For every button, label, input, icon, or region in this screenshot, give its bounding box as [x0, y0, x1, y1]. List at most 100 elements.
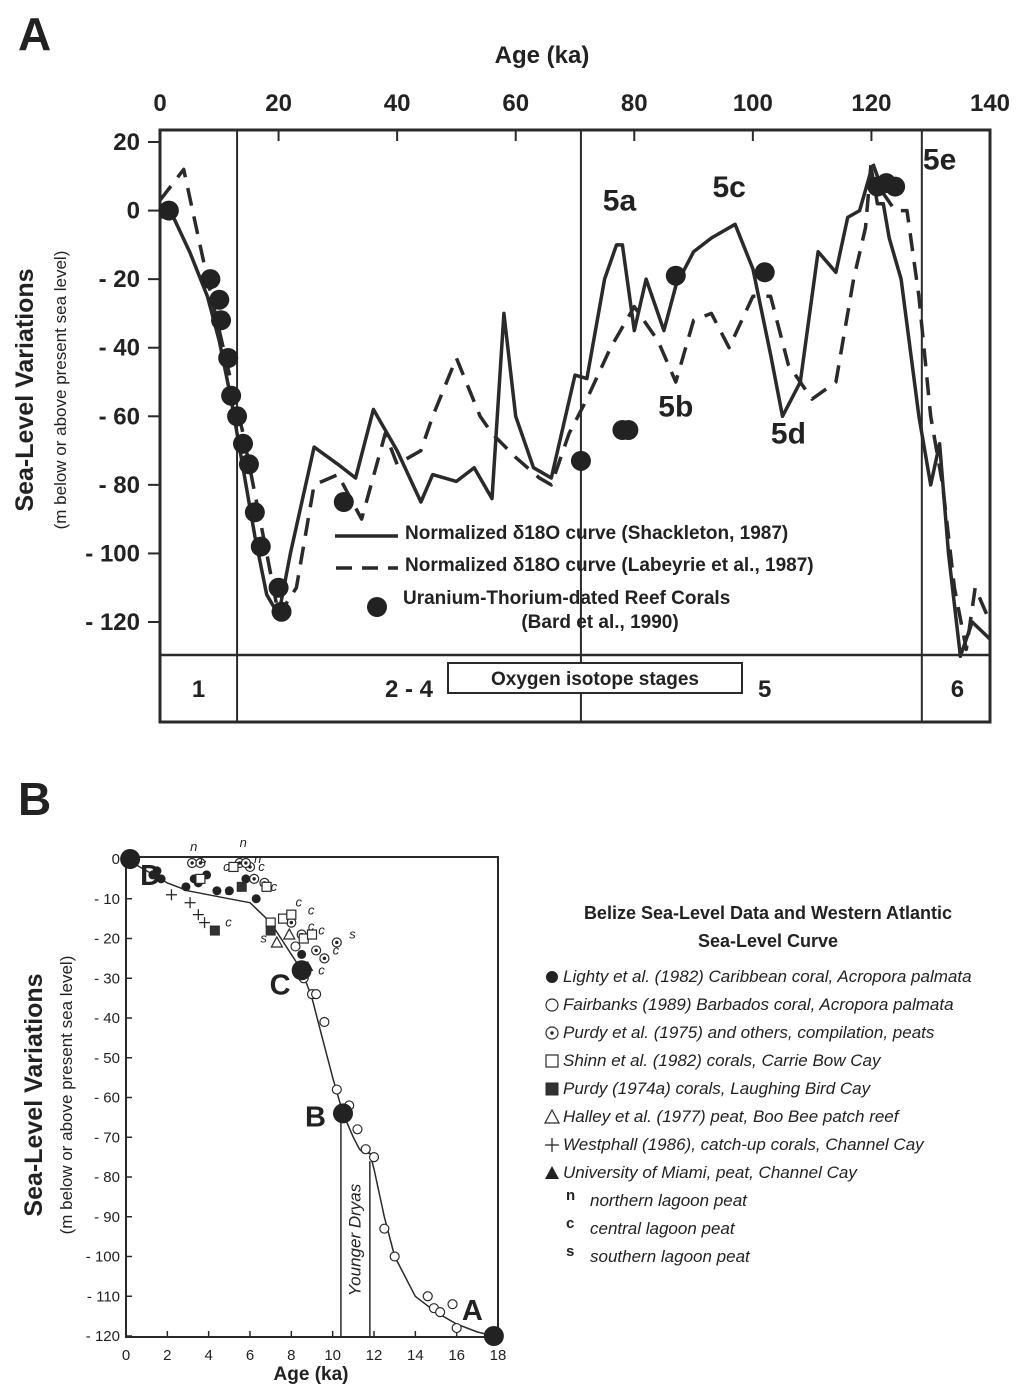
panel-a-x-axis-label: Age (ka) — [495, 42, 590, 69]
stage-title: Oxygen isotope stages — [491, 669, 699, 690]
legend-shackleton: Normalized δ18O curve (Shackleton, 1987) — [405, 523, 788, 544]
y-tick-label: - 40 — [94, 1010, 120, 1027]
legend-dotted-circle-symbol-dot — [550, 1031, 554, 1035]
x-tick-label: 100 — [733, 90, 773, 117]
reference-point-label: C — [270, 969, 291, 1001]
filled-circle-data-point — [152, 866, 162, 876]
y-tick-label: - 50 — [94, 1050, 120, 1067]
substage-label: 5a — [603, 185, 637, 218]
dotted-circle-data-point-dot — [237, 861, 242, 865]
dotted-circle-data-point — [249, 873, 260, 884]
open-circle-data-point — [311, 989, 322, 1000]
panel-a-stage-labels: 1 2 - 4 5 6 — [192, 676, 964, 703]
substage-label: 5e — [923, 143, 956, 176]
open-circle-data-point — [360, 1144, 371, 1155]
lagoon-peat-letter: n — [190, 839, 197, 854]
x-tick-label: 0 — [153, 90, 166, 117]
coral-data-point — [200, 269, 221, 290]
open-square-data-point — [298, 933, 309, 944]
lagoon-peat-letter: c — [225, 915, 232, 930]
panel-a-y-axis-label: Sea-Level Variations — [11, 268, 39, 511]
y-tick-label: - 60 — [99, 403, 140, 430]
panel-a-y-axis-sublabel: (m below or above present sea level) — [51, 251, 70, 530]
open-square-data-point — [195, 873, 206, 884]
y-tick-label: 0 — [127, 198, 140, 225]
lagoon-peat-letter: c — [295, 895, 302, 910]
sea-level-curve — [125, 858, 495, 1337]
dotted-circle-data-point-dot — [322, 956, 327, 961]
panel-b-legend: Lighty et al. (1982) Caribbean coral, Ac… — [543, 967, 972, 1266]
x-tick-label: 20 — [265, 90, 292, 117]
filled-circle-data-point — [297, 949, 307, 959]
legend-labeyrie: Normalized δ18O curve (Labeyrie et al., … — [405, 555, 814, 576]
filled-circle-data-point — [212, 886, 222, 896]
legend-entry: University of Miami, peat, Channel Cay — [563, 1163, 858, 1182]
legend-filled-square-symbol — [545, 1082, 559, 1096]
open-square-data-point — [228, 861, 239, 873]
lagoon-peat-letter: n — [240, 835, 247, 850]
reference-point — [483, 1326, 504, 1346]
legend-filled-triangle-symbol — [545, 1166, 559, 1179]
isotope-stage-label: 2 - 4 — [385, 676, 434, 703]
legend-letter-symbol: n — [566, 1187, 575, 1204]
panel-b-x-axis-label: Age (ka) — [274, 1364, 349, 1385]
younger-dryas-label: Younger Dryas — [345, 1183, 364, 1296]
coral-data-point — [238, 454, 259, 475]
legend-plus-symbol — [545, 1138, 559, 1152]
isotope-stage-label: 5 — [758, 676, 771, 703]
dotted-circle-data-point-dot — [252, 877, 256, 881]
coral-data-point — [570, 450, 591, 471]
legend-entry: Purdy (1974a) corals, Laughing Bird Cay — [563, 1079, 872, 1098]
y-tick-label: 20 — [113, 129, 140, 156]
substage-label: 5b — [658, 390, 693, 423]
y-tick-label: - 100 — [86, 1249, 120, 1266]
filled-circle-data-point — [251, 894, 261, 904]
panel-b-y-axis-label: Sea-Level Variations — [20, 973, 48, 1216]
panel-a-frame — [158, 128, 992, 724]
y-tick-label: - 110 — [87, 1288, 120, 1305]
lagoon-peat-letter: c — [308, 919, 315, 934]
x-tick-label: 18 — [490, 1347, 507, 1364]
panel-a-x-ticks: 0 20 40 60 80 100 120 140 — [153, 90, 1010, 141]
y-tick-label: - 120 — [86, 1328, 120, 1345]
y-tick-label: - 40 — [99, 335, 140, 362]
x-tick-label: 16 — [448, 1347, 465, 1364]
y-tick-label: - 120 — [85, 609, 140, 636]
coral-data-point — [211, 310, 232, 331]
lagoon-peat-letter: c — [333, 942, 340, 957]
open-circle-data-point — [319, 1016, 330, 1028]
panel-b-reference-points: D C B A — [120, 849, 504, 1346]
x-tick-label: 14 — [407, 1347, 424, 1364]
reference-point — [120, 849, 141, 869]
panel-a-stage-boundaries — [236, 130, 923, 722]
panel-a-label: A — [18, 8, 51, 60]
panel-b-title-line2: Sea-Level Curve — [698, 931, 838, 951]
x-tick-label: 8 — [287, 1347, 295, 1364]
legend-open-triangle-symbol — [543, 1108, 561, 1124]
dotted-circle-data-point — [240, 857, 251, 869]
panel-a-legend: Normalized δ18O curve (Shackleton, 1987)… — [335, 523, 814, 633]
isotope-stage-label: 1 — [192, 676, 205, 703]
labeyrie-curve — [158, 157, 992, 652]
legend-entry: northern lagoon peat — [590, 1191, 748, 1210]
lagoon-peat-letter: c — [258, 859, 265, 874]
lagoon-peat-letter: s — [225, 883, 232, 898]
coral-data-point — [233, 433, 253, 454]
plus-data-point — [165, 889, 177, 901]
lagoon-peat-letter: s — [349, 927, 356, 942]
lagoon-peat-letter: c — [271, 879, 278, 894]
legend-open-square-symbol — [545, 1054, 559, 1068]
y-tick-label: - 20 — [94, 931, 120, 948]
panel-a-annotations: 5a 5c 5b 5d 5e — [603, 143, 957, 450]
dotted-circle-data-point-dot — [198, 861, 203, 865]
lagoon-peat-letter: c — [200, 851, 207, 866]
reference-point-label: A — [462, 1295, 483, 1327]
open-circle-data-point — [331, 1084, 342, 1095]
panel-a-y-ticks: 20 0 - 20 - 40 - 60 - 80 - 100 - 120 — [85, 129, 160, 636]
plus-data-point — [199, 917, 211, 929]
filled-circle-data-point — [224, 886, 234, 896]
legend-corals: Uranium-Thorium-dated Reef Corals — [403, 588, 730, 609]
reference-point-label: D — [140, 860, 161, 892]
lagoon-peat-letter: c — [308, 903, 315, 918]
filled-square-data-point — [236, 881, 247, 892]
